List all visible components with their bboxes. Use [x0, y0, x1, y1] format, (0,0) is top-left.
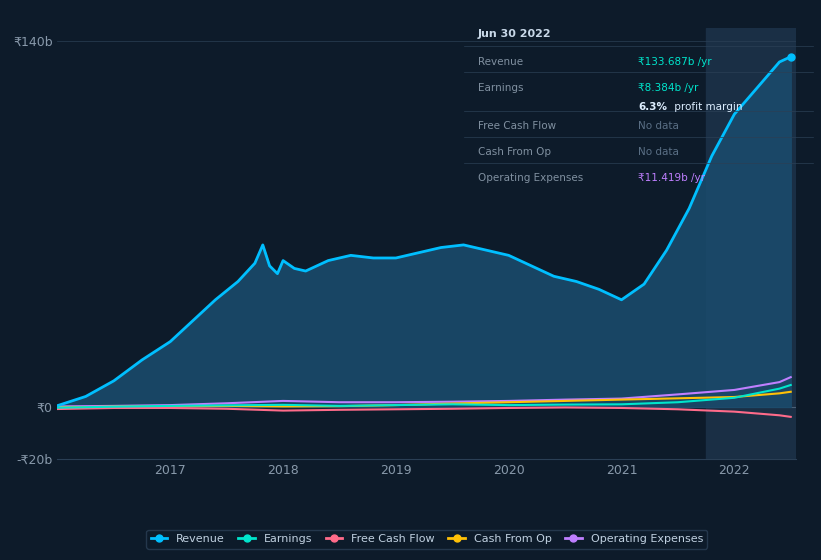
- Text: Earnings: Earnings: [478, 83, 523, 93]
- Text: No data: No data: [639, 121, 679, 131]
- Text: 6.3%: 6.3%: [639, 102, 667, 112]
- Text: Cash From Op: Cash From Op: [478, 147, 551, 157]
- Text: Operating Expenses: Operating Expenses: [478, 173, 583, 183]
- Bar: [706, 28, 796, 459]
- Text: ₹133.687b /yr: ₹133.687b /yr: [639, 57, 712, 67]
- Text: ₹11.419b /yr: ₹11.419b /yr: [639, 173, 705, 183]
- Text: Free Cash Flow: Free Cash Flow: [478, 121, 556, 131]
- Text: Revenue: Revenue: [478, 57, 523, 67]
- Text: Jun 30 2022: Jun 30 2022: [478, 29, 552, 39]
- Text: profit margin: profit margin: [672, 102, 743, 112]
- Text: ₹8.384b /yr: ₹8.384b /yr: [639, 83, 699, 93]
- Text: No data: No data: [639, 147, 679, 157]
- Legend: Revenue, Earnings, Free Cash Flow, Cash From Op, Operating Expenses: Revenue, Earnings, Free Cash Flow, Cash …: [146, 530, 708, 548]
